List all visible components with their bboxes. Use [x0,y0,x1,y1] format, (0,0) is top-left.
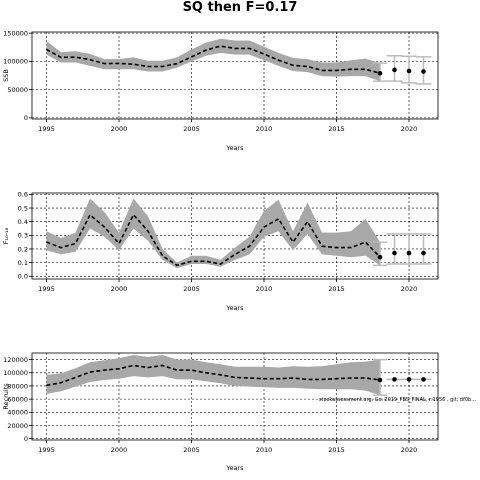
y-tick-label: 60000 [7,395,28,403]
forecast-point [421,377,426,382]
forecast-point [392,377,397,382]
plot-frame [31,192,439,280]
confidence-band [46,38,380,82]
x-axis-label: Years [225,144,244,152]
x-tick-label: 2020 [401,446,418,454]
forecast-point [421,69,426,74]
x-tick-label: 2010 [256,125,273,133]
y-tick-label: 0.4 [18,218,28,226]
y-tick-label: 50000 [7,86,28,94]
chart-panel-3: 1995 2000 2005 2010 2015 2020 0 20000 40000 60000… [2,352,439,472]
forecast-point [406,250,412,256]
chart-panel-1: 1995 2000 2005 2010 2015 2020 0 50000 100000 1500… [2,29,439,152]
x-axis-label: Years [225,304,244,312]
x-tick-label: 2005 [183,125,200,133]
x-tick-label: 2015 [328,125,345,133]
y-axis-label: F₁₀-₁₈ [2,227,10,244]
estimate-line [46,213,381,267]
y-tick-label: 0 [24,435,28,443]
forecast-point [406,68,412,74]
last-year-point [377,377,383,383]
forecast-point [392,67,397,73]
y-tick-label: 0.3 [18,232,28,240]
x-tick-label: 2020 [401,285,418,293]
x-tick-label: 2005 [183,285,200,293]
x-tick-label: 2000 [111,446,128,454]
last-year-point [377,254,383,260]
forecast-point [406,377,412,382]
chart-panel-2: 1995 2000 2005 2010 2015 2020 0.0 0.1 0.2 0.3 0.4 0… [2,191,439,312]
confidence-band [46,355,380,396]
y-tick-label: 0.0 [18,273,28,281]
x-tick-label: 2000 [111,125,128,133]
y-tick-label: 80000 [7,382,28,390]
confidence-band [46,198,380,269]
estimate-line [46,45,381,74]
y-tick-label: 0.2 [18,245,28,253]
x-tick-label: 2000 [111,285,128,293]
forecast-point [392,250,397,256]
y-tick-label: 0.1 [18,259,28,267]
y-tick-label: 40000 [7,409,28,417]
forecast-point [421,250,426,256]
y-axis-label: Recruits [2,383,10,410]
x-tick-label: 2010 [256,446,273,454]
y-tick-label: 0.6 [18,191,28,199]
x-tick-label: 2020 [401,125,418,133]
x-tick-label: 2005 [183,446,200,454]
y-tick-label: 100000 [3,58,28,66]
y-tick-label: 120000 [3,356,28,364]
chart-title: SQ then F=0.17 [182,0,298,15]
x-tick-label: 1995 [38,285,55,293]
x-tick-label: 2010 [256,285,273,293]
last-year-point [377,70,383,76]
y-tick-label: 20000 [7,422,28,430]
plot-frame [31,352,439,441]
x-tick-label: 1995 [38,125,55,133]
y-tick-label: 0 [24,114,28,122]
estimate-line [46,364,381,387]
x-tick-label: 1995 [38,446,55,454]
y-tick-label: 100000 [3,369,28,377]
y-tick-label: 150000 [3,29,28,37]
footnote: stockassessment.org, Gcı 2019_FBS_FINAL,… [319,397,476,403]
y-tick-label: 0.5 [18,204,28,212]
x-tick-label: 2015 [328,285,345,293]
x-tick-label: 2015 [328,446,345,454]
x-axis-label: Years [225,464,244,472]
y-axis-label: SSB [2,69,10,82]
plot-frame [31,31,439,120]
